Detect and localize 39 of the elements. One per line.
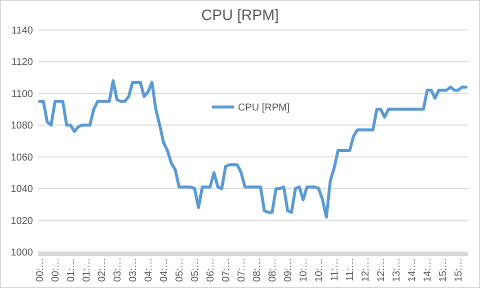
y-tick-label: 1120 <box>11 57 34 68</box>
x-tick-label: 15:… <box>454 258 465 282</box>
x-tick-label: 04:… <box>159 258 170 282</box>
x-tick-label: 09:… <box>283 258 294 282</box>
y-tick-label: 1140 <box>11 26 34 36</box>
y-tick-label: 1100 <box>11 88 34 100</box>
y-tick-label: 1080 <box>10 120 34 132</box>
x-tick-label: 13:… <box>392 258 403 282</box>
x-tick-label: 08:… <box>252 258 264 282</box>
x-tick-label: 12:… <box>360 258 372 282</box>
x-tick-label: 07:… <box>236 258 248 282</box>
x-tick-label: 03:… <box>112 258 124 282</box>
x-tick-label: 06:… <box>206 258 217 282</box>
x-tick-label: 14:… <box>407 258 418 282</box>
x-tick-label: 10:… <box>298 258 310 282</box>
x-tick-label: 00:… <box>35 258 46 282</box>
x-tick-label: 01:… <box>82 258 93 282</box>
x-tick-label: 08:… <box>268 258 279 282</box>
x-tick-label: 11:… <box>345 258 356 282</box>
x-tick-label: 01:… <box>66 258 78 282</box>
x-tick-label: 05:… <box>190 258 202 282</box>
x-tick-label: 10:… <box>314 258 326 282</box>
x-tick-label: 02:… <box>97 258 108 282</box>
x-tick-label: 04:… <box>144 258 155 282</box>
line-series <box>38 79 468 219</box>
x-tick-label: 11:… <box>330 258 341 282</box>
y-tick-label: 1040 <box>10 184 34 196</box>
y-tick-label: 1020 <box>10 216 34 227</box>
legend-label: CPU [RPM] <box>238 102 290 114</box>
x-tick-label: 05:… <box>174 258 186 282</box>
chart-title: CPU [RPM] <box>201 7 279 24</box>
x-tick-label: 03:… <box>128 258 140 282</box>
x-tick-label: 07:… <box>221 258 232 282</box>
y-tick-label: 1000 <box>10 248 34 258</box>
y-tick-label: 1060 <box>10 152 34 164</box>
x-tick-label: 15:… <box>438 258 450 282</box>
x-tick-label: 14:… <box>422 258 434 282</box>
x-tick-label: 00:… <box>50 258 62 282</box>
x-tick-label: 12:… <box>376 258 388 282</box>
